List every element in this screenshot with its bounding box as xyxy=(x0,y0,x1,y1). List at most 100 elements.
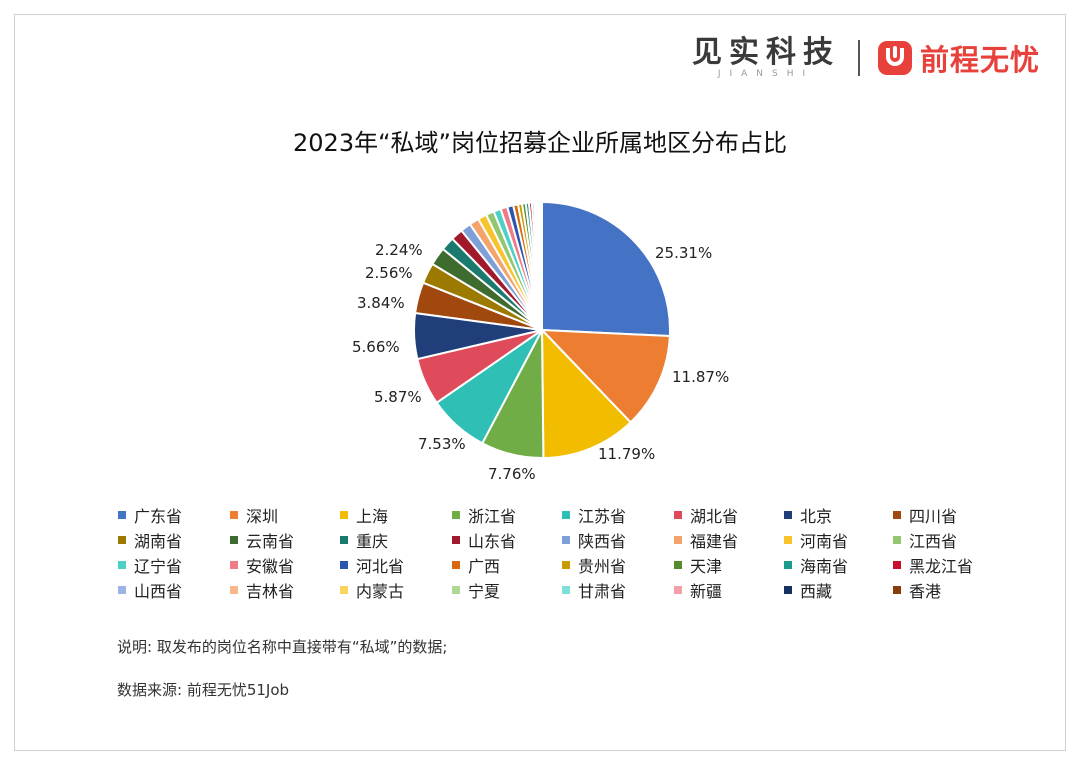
pie-label-湖北省: 5.87% xyxy=(374,388,422,406)
legend-swatch xyxy=(784,536,792,544)
legend-label: 安徽省 xyxy=(246,557,295,576)
legend-item-辽宁省: 辽宁省 xyxy=(118,553,182,577)
legend-label: 江西省 xyxy=(909,532,958,551)
legend-label: 陕西省 xyxy=(578,532,627,551)
legend-swatch xyxy=(452,536,460,544)
legend-swatch xyxy=(340,561,348,569)
legend-swatch xyxy=(230,561,238,569)
legend-item-上海: 上海 xyxy=(340,503,388,527)
legend-item-内蒙古: 内蒙古 xyxy=(340,578,404,602)
legend-label: 河南省 xyxy=(800,532,849,551)
legend-label: 云南省 xyxy=(246,532,295,551)
legend-item-四川省: 四川省 xyxy=(893,503,957,527)
legend-swatch xyxy=(674,561,682,569)
legend-item-山西省: 山西省 xyxy=(118,578,182,602)
legend-label: 福建省 xyxy=(690,532,739,551)
pie-label-云南省: 2.24% xyxy=(375,241,423,259)
brand-divider xyxy=(857,40,860,76)
legend-swatch xyxy=(674,511,682,519)
legend-item-吉林省: 吉林省 xyxy=(230,578,294,602)
legend-swatch xyxy=(893,561,901,569)
pie-label-上海: 11.79% xyxy=(598,445,655,463)
legend-label: 湖北省 xyxy=(690,507,739,526)
legend-item-深圳: 深圳 xyxy=(230,503,278,527)
pie-label-广东省: 25.31% xyxy=(655,244,712,262)
pie-label-江苏省: 7.53% xyxy=(418,435,466,453)
legend-swatch xyxy=(118,511,126,519)
legend-item-西藏: 西藏 xyxy=(784,578,832,602)
legend-swatch xyxy=(784,586,792,594)
legend-swatch xyxy=(562,511,570,519)
legend-label: 四川省 xyxy=(909,507,958,526)
legend-item-重庆: 重庆 xyxy=(340,528,388,552)
legend-swatch xyxy=(230,586,238,594)
legend-label: 香港 xyxy=(909,582,942,601)
legend-swatch xyxy=(452,511,460,519)
legend-item-浙江省: 浙江省 xyxy=(452,503,516,527)
legend-swatch xyxy=(230,536,238,544)
jianshi-logo-subtext: JIANSHI xyxy=(717,68,815,79)
legend-swatch xyxy=(893,536,901,544)
legend-swatch xyxy=(674,536,682,544)
legend-item-云南省: 云南省 xyxy=(230,528,294,552)
pie-slice-上海 xyxy=(540,327,633,460)
legend-label: 贵州省 xyxy=(578,557,627,576)
legend-item-安徽省: 安徽省 xyxy=(230,553,294,577)
legend-swatch xyxy=(340,511,348,519)
legend-label: 北京 xyxy=(800,507,833,526)
legend-item-福建省: 福建省 xyxy=(674,528,738,552)
legend-label: 辽宁省 xyxy=(134,557,183,576)
pie-label-深圳: 11.87% xyxy=(672,368,729,386)
brand-header: 见实科技 JIANSHI 前程无忧 xyxy=(692,36,1040,80)
legend-label: 广西 xyxy=(468,557,501,576)
pie-label-湖南省: 2.56% xyxy=(365,264,413,282)
pie-label-浙江省: 7.76% xyxy=(488,465,536,483)
legend-item-宁夏: 宁夏 xyxy=(452,578,500,602)
legend-label: 广东省 xyxy=(134,507,183,526)
legend-label: 浙江省 xyxy=(468,507,517,526)
jianshi-logo-text: 见实科技 xyxy=(691,34,840,70)
legend-item-江苏省: 江苏省 xyxy=(562,503,626,527)
legend-item-广东省: 广东省 xyxy=(118,503,182,527)
legend-item-甘肃省: 甘肃省 xyxy=(562,578,626,602)
legend-label: 深圳 xyxy=(246,507,279,526)
legend-label: 新疆 xyxy=(690,582,723,601)
legend-label: 宁夏 xyxy=(468,582,501,601)
qcwy-logo-text: 前程无忧 xyxy=(919,43,1040,77)
legend-label: 山东省 xyxy=(468,532,517,551)
legend-swatch xyxy=(562,536,570,544)
qcwy-logo-icon xyxy=(877,41,912,75)
legend-swatch xyxy=(118,536,126,544)
legend-swatch xyxy=(893,511,901,519)
legend-label: 山西省 xyxy=(134,582,183,601)
legend-item-江西省: 江西省 xyxy=(893,528,957,552)
legend-label: 天津 xyxy=(690,557,723,576)
legend-item-广西: 广西 xyxy=(452,553,500,577)
legend-swatch xyxy=(118,586,126,594)
legend-swatch xyxy=(118,561,126,569)
pie-slice-深圳 xyxy=(539,328,671,424)
legend-label: 黑龙江省 xyxy=(909,557,974,576)
pie-slice-广东省 xyxy=(541,200,671,338)
legend-item-贵州省: 贵州省 xyxy=(562,553,626,577)
legend-item-湖南省: 湖南省 xyxy=(118,528,182,552)
legend-label: 海南省 xyxy=(800,557,849,576)
legend-label: 上海 xyxy=(356,507,389,526)
legend-swatch xyxy=(784,511,792,519)
legend-label: 西藏 xyxy=(800,582,833,601)
legend-item-陕西省: 陕西省 xyxy=(562,528,626,552)
legend-swatch xyxy=(562,561,570,569)
legend-label: 吉林省 xyxy=(246,582,295,601)
legend-label: 湖南省 xyxy=(134,532,183,551)
chart-title: 2023年“私域”岗位招募企业所属地区分布占比 xyxy=(293,129,787,157)
legend-item-湖北省: 湖北省 xyxy=(674,503,738,527)
legend-swatch xyxy=(340,536,348,544)
legend-item-新疆: 新疆 xyxy=(674,578,722,602)
legend-swatch xyxy=(452,561,460,569)
legend-swatch xyxy=(562,586,570,594)
legend-swatch xyxy=(674,586,682,594)
legend-item-北京: 北京 xyxy=(784,503,832,527)
legend-swatch xyxy=(230,511,238,519)
chart-source: 数据来源: 前程无忧51Job xyxy=(117,681,290,699)
